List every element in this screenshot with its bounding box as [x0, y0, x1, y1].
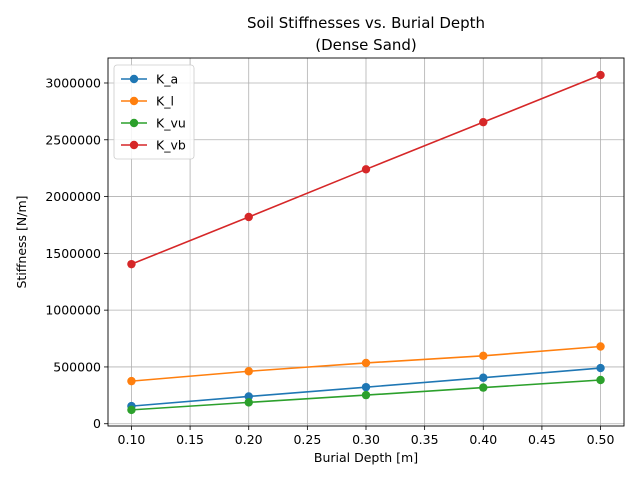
- series-k-vu: [127, 375, 605, 415]
- data-point: [361, 382, 371, 392]
- data-point: [479, 373, 488, 382]
- data-point: [361, 358, 371, 368]
- legend-box: [113, 64, 195, 160]
- data-point: [596, 375, 605, 385]
- data-point: [596, 342, 605, 351]
- x-tick-label: 0.50: [587, 432, 615, 447]
- chart-subtitle: (Dense Sand): [315, 36, 417, 54]
- x-tick-label: 0.40: [469, 432, 497, 447]
- grid-lines: [108, 58, 624, 426]
- legend-item: K_l: [121, 94, 174, 109]
- data-point: [127, 405, 136, 415]
- y-axis-label: Stiffness [N/m]: [14, 195, 29, 288]
- legend-marker: [129, 96, 139, 106]
- x-tick-label: 0.20: [235, 432, 263, 447]
- y-tick-label: 3000000: [45, 75, 101, 90]
- x-axis-label: Burial Depth [m]: [314, 450, 418, 465]
- legend: K_a K_l K_vu K_vb: [113, 64, 195, 160]
- series-k-l: [127, 342, 605, 386]
- legend-marker: [129, 74, 139, 84]
- data-point: [244, 367, 253, 376]
- y-tick-label: 500000: [53, 359, 101, 374]
- x-tick-label: 0.30: [352, 432, 380, 447]
- legend-marker: [129, 118, 139, 128]
- y-tick-label: 2000000: [45, 189, 101, 204]
- data-point: [127, 259, 136, 269]
- x-tick-label: 0.45: [528, 432, 556, 447]
- series-layer: [127, 70, 605, 415]
- data-point: [127, 376, 136, 386]
- data-point: [361, 165, 371, 174]
- x-tick-label: 0.35: [411, 432, 439, 447]
- legend-label: K_vb: [156, 138, 186, 153]
- legend-label: K_a: [156, 72, 178, 87]
- data-point: [244, 392, 253, 401]
- y-tick-label: 0: [93, 416, 101, 431]
- chart-title: Soil Stiffnesses vs. Burial Depth: [247, 14, 485, 32]
- legend-marker: [129, 140, 139, 150]
- legend-item: K_vu: [121, 116, 186, 131]
- data-point: [596, 70, 605, 80]
- data-point: [479, 117, 488, 127]
- legend-label: K_vu: [156, 116, 186, 131]
- x-tick-label: 0.25: [293, 432, 321, 447]
- y-tick-label: 1000000: [45, 303, 101, 318]
- y-tick-label: 1500000: [45, 246, 101, 261]
- data-point: [596, 363, 605, 373]
- data-point: [244, 398, 253, 407]
- data-point: [479, 351, 488, 361]
- data-point: [479, 383, 488, 392]
- legend-item: K_vb: [121, 138, 186, 153]
- legend-item: K_a: [121, 72, 178, 87]
- legend-label: K_l: [156, 94, 174, 109]
- y-tick-label: 2500000: [45, 132, 101, 147]
- data-point: [361, 390, 371, 400]
- series-k-vb: [127, 70, 605, 269]
- axis-ticks: 0.10 0.15 0.20 0.25 0.30 0.35 0.40 0.45 0.50 0 500…: [45, 75, 614, 447]
- data-point: [244, 212, 253, 222]
- x-tick-label: 0.10: [118, 432, 146, 447]
- x-tick-label: 0.15: [176, 432, 204, 447]
